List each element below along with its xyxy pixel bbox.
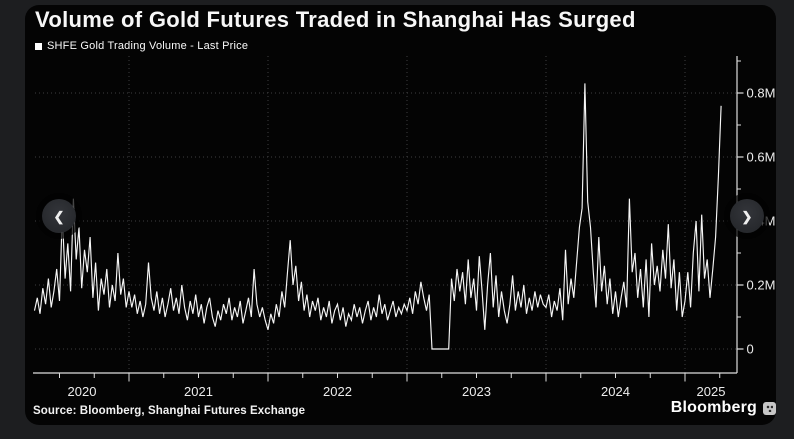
y-axis-label: 0.8M: [747, 86, 776, 101]
chevron-right-icon: ❯: [741, 208, 753, 224]
legend-swatch-icon: [35, 42, 42, 50]
bloomberg-wordmark: Bloomberg: [670, 399, 757, 416]
x-axis-label: 2025: [697, 384, 726, 399]
x-axis-label: 2024: [601, 384, 630, 399]
y-axis-label: 0: [747, 342, 754, 357]
chart-title: Volume of Gold Futures Traded in Shangha…: [35, 7, 636, 32]
chart-card: [25, 5, 776, 425]
volume-line: [33, 83, 722, 350]
x-axis-label: 2020: [68, 384, 97, 399]
next-chart-button[interactable]: ❯: [730, 199, 764, 233]
bloomberg-logo-icon: [763, 401, 776, 415]
x-axis-label: 2021: [184, 384, 213, 399]
x-axis-label: 2022: [323, 384, 352, 399]
chevron-left-icon: ❮: [53, 208, 65, 224]
legend-label: SHFE Gold Trading Volume - Last Price: [47, 40, 249, 52]
chart-legend: SHFE Gold Trading Volume - Last Price: [35, 40, 248, 52]
y-axis-label: 0.2M: [747, 278, 776, 293]
y-axis-label: 0.6M: [747, 150, 776, 165]
source-attribution: Source: Bloomberg, Shanghai Futures Exch…: [33, 405, 306, 417]
x-axis-label: 2023: [462, 384, 491, 399]
prev-chart-button[interactable]: ❮: [42, 199, 76, 233]
bloomberg-brand: Bloomberg: [671, 399, 776, 417]
